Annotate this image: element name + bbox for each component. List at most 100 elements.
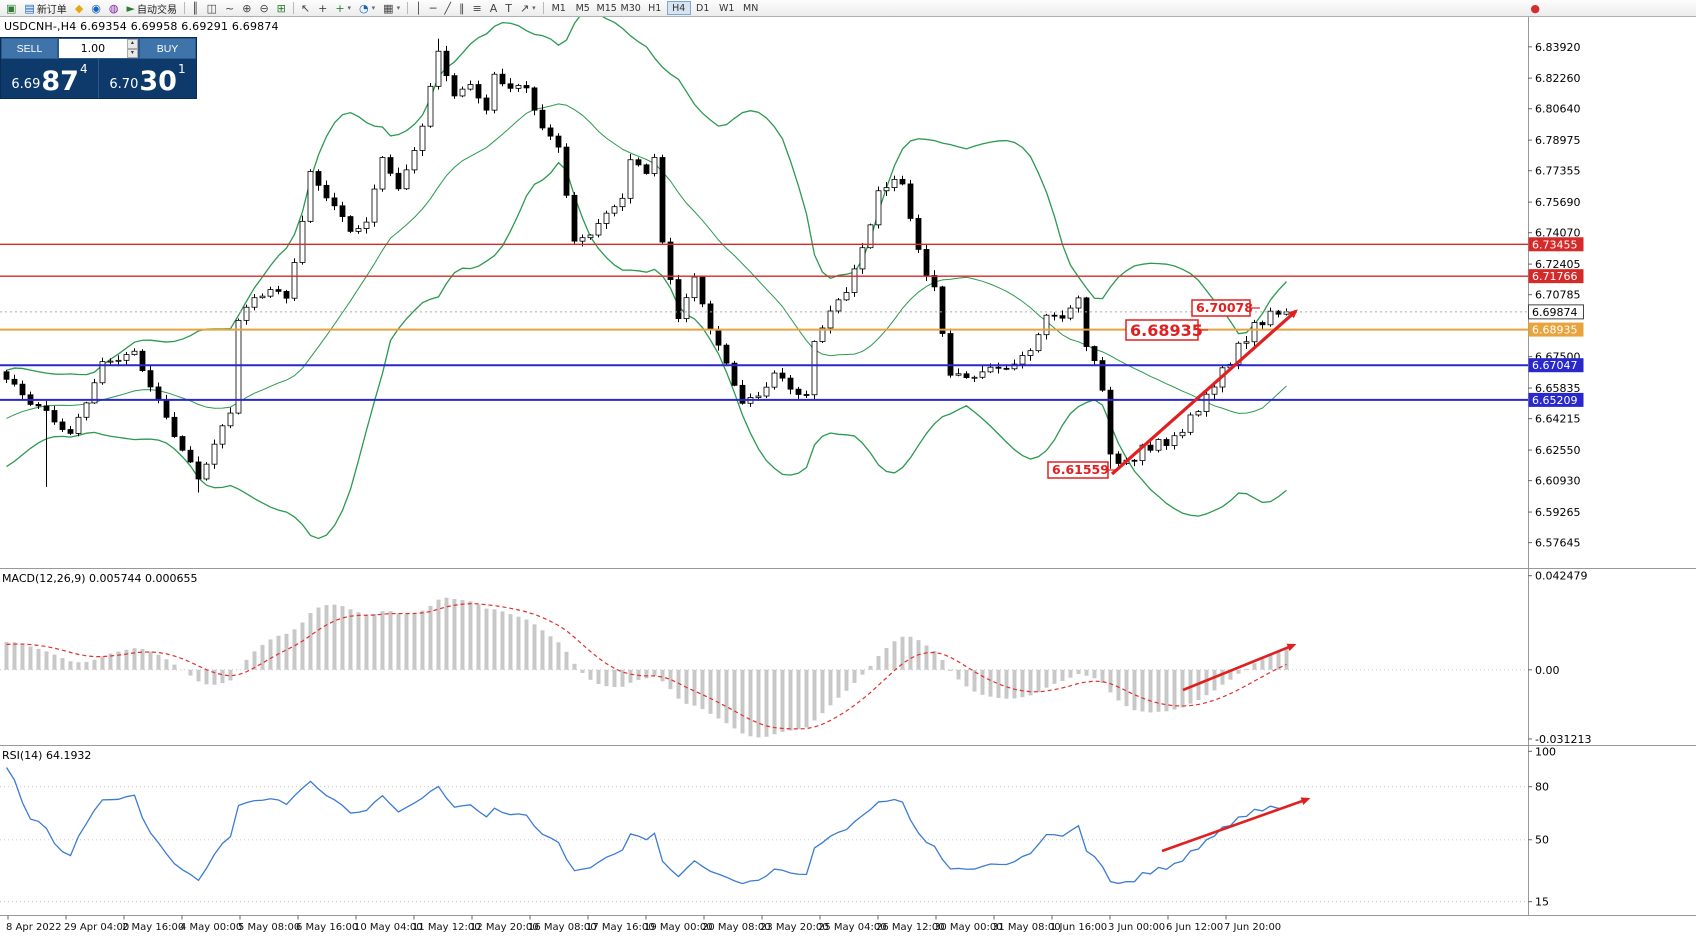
cursor-icon[interactable]: ↖: [297, 1, 314, 16]
timeframe-button-w1[interactable]: W1: [718, 2, 735, 14]
buy-button[interactable]: BUY: [139, 38, 196, 59]
timeframe-button-m30[interactable]: M30: [620, 2, 641, 14]
price-axis-label: 6.77355: [1535, 165, 1581, 178]
auto-trading-button[interactable]: ► 自动交易: [123, 1, 181, 16]
profile-icon[interactable]: ◍: [105, 1, 123, 16]
channel-icon[interactable]: ∥: [455, 1, 469, 16]
new-order-button-label: 新订单: [36, 4, 67, 16]
candle-body: [507, 83, 514, 89]
sell-price[interactable]: 6.69 87 4: [1, 59, 98, 98]
bar-chart-icon[interactable]: ║: [188, 1, 203, 16]
periods-icon[interactable]: ◔ ▾: [355, 1, 379, 16]
sell-button[interactable]: SELL: [1, 38, 58, 59]
vertical-line-icon[interactable]: │: [411, 1, 426, 16]
candle-body: [1147, 444, 1154, 451]
zoom-in-icon[interactable]: ⊕: [238, 1, 255, 16]
timeframe-button-h1[interactable]: H1: [648, 2, 662, 14]
volume-increase-button[interactable]: ▴: [126, 39, 138, 49]
macd-trend-arrow[interactable]: [1182, 643, 1297, 692]
candlestick-chart-icon[interactable]: ◫: [203, 1, 221, 16]
new-chart-icon[interactable]: ▣: [2, 1, 20, 16]
timeframe-button-m5[interactable]: M5: [575, 2, 590, 14]
candle-body: [1267, 310, 1274, 326]
text-icon[interactable]: A: [486, 1, 502, 16]
time-axis-label: 6 May 16:00: [296, 922, 358, 933]
candle-body: [739, 384, 746, 404]
candle-body: [987, 366, 994, 373]
candle-body: [1275, 310, 1282, 315]
candle-body: [1259, 322, 1266, 326]
macd-axis-label: 0.042479: [1535, 570, 1588, 583]
time-axis-label: 5 May 08:00: [238, 922, 300, 933]
zoom-out-icon[interactable]: ⊖: [255, 1, 272, 16]
price-axis-label: 6.83920: [1535, 41, 1581, 54]
candle-body: [715, 329, 722, 346]
candle-body: [995, 366, 1002, 369]
trendline-icon[interactable]: ╱: [440, 1, 455, 16]
trade-panel-divider: [98, 59, 99, 98]
buy-price-pip: 1: [177, 62, 186, 76]
timeframe-button-h4[interactable]: H4: [666, 1, 691, 15]
add-indicator-icon[interactable]: + ▾: [331, 1, 355, 16]
auto-trading-button-label: 自动交易: [136, 4, 177, 16]
candle-body: [1075, 297, 1082, 309]
volume-decrease-button[interactable]: ▾: [126, 48, 138, 58]
candle-body: [579, 237, 586, 242]
candle-body: [827, 310, 834, 329]
support-line-2-axis-label: [1528, 392, 1584, 407]
candle-body: [899, 178, 906, 185]
time-axis-label: 20 May 08:00: [702, 922, 771, 933]
sell-price-big: 87: [41, 66, 79, 97]
candle-body: [355, 228, 362, 232]
pivot-price-callout[interactable]: 6.68935: [1125, 319, 1208, 341]
candle-body: [691, 276, 698, 299]
timeframe-button-mn[interactable]: MN: [743, 2, 759, 14]
channel-icon: ∥: [458, 1, 465, 15]
main-trend-arrow[interactable]: [1110, 309, 1298, 476]
history-center-icon[interactable]: ◉: [87, 1, 105, 16]
candle-body: [699, 276, 706, 305]
favorites-icon[interactable]: ◆: [71, 1, 87, 16]
volume-stepper[interactable]: ▴ ▾: [58, 38, 139, 59]
horizontal-line-icon[interactable]: ─: [426, 1, 441, 16]
symbol-ohlc-line: USDCNH-,H4 6.69354 6.69958 6.69291 6.698…: [4, 20, 279, 33]
candle-body: [1027, 350, 1034, 356]
timeframe-button-m1[interactable]: M1: [551, 2, 566, 14]
support-line-1-axis-label-text: 6.67047: [1532, 359, 1578, 372]
volume-input[interactable]: [59, 39, 127, 58]
line-chart-icon[interactable]: ~: [221, 1, 238, 16]
label-icon[interactable]: T: [501, 1, 516, 16]
candle-body: [267, 289, 274, 297]
recent-high-callout[interactable]: 6.70078: [1191, 299, 1260, 317]
candle-body: [1003, 367, 1010, 370]
time-axis-label: 16 May 08:00: [528, 922, 597, 933]
buy-price[interactable]: 6.70 30 1: [99, 59, 196, 98]
candle-body: [291, 262, 298, 299]
candle-body: [635, 159, 642, 166]
fibonacci-icon[interactable]: ≡: [468, 1, 485, 16]
candle-body: [587, 234, 594, 239]
candle-body: [595, 223, 602, 236]
swing-low-callout[interactable]: 6.61559: [1047, 461, 1118, 479]
new-order-button[interactable]: ▤ 新订单: [20, 1, 70, 16]
crosshair-icon[interactable]: +: [314, 1, 331, 16]
fibonacci-icon: ≡: [472, 1, 482, 15]
time-axis-label: 4 May 00:00: [180, 922, 242, 933]
time-axis-label: 31 May 08:00: [992, 922, 1061, 933]
time-axis-label: 23 May 20:00: [760, 922, 829, 933]
support-line-1-axis-label: [1528, 358, 1584, 373]
candle-body: [603, 212, 610, 224]
candle-body: [907, 183, 914, 219]
templates-icon[interactable]: ▦ ▾: [379, 1, 404, 16]
periods-icon: ◔: [359, 1, 369, 15]
arrows-icon[interactable]: ↗ ▾: [516, 1, 540, 16]
community-icon[interactable]: ●: [1526, 1, 1544, 16]
tile-windows-icon[interactable]: ⊞: [273, 1, 290, 16]
candle-body: [771, 372, 778, 388]
candle-body: [107, 360, 114, 363]
timeframe-button-d1[interactable]: D1: [696, 2, 710, 14]
rsi-trend-arrow[interactable]: [1161, 797, 1311, 853]
time-axis-label: 29 Apr 04:00: [64, 922, 129, 933]
timeframe-button-m15[interactable]: M15: [596, 2, 617, 14]
